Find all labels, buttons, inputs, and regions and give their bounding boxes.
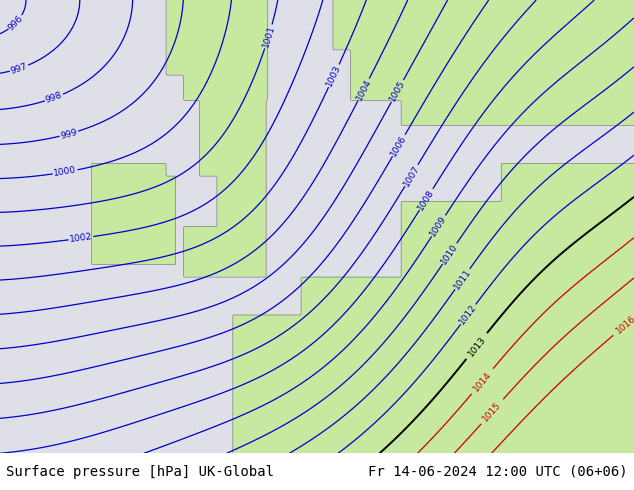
Text: 1004: 1004 [354,77,373,102]
Text: 1010: 1010 [439,242,460,266]
Text: Surface pressure [hPa] UK-Global: Surface pressure [hPa] UK-Global [6,465,275,479]
Text: 1013: 1013 [466,334,488,358]
Text: 1002: 1002 [69,232,93,244]
Text: 1006: 1006 [389,133,408,158]
Text: 1014: 1014 [472,369,493,393]
Text: 1001: 1001 [261,24,276,49]
Text: 1009: 1009 [429,214,449,238]
Text: 997: 997 [10,62,29,75]
Text: 1000: 1000 [53,166,77,178]
Text: 996: 996 [7,13,25,32]
Text: 1007: 1007 [401,163,421,188]
Text: 1015: 1015 [481,400,503,423]
Text: 1011: 1011 [452,267,473,291]
Text: 998: 998 [44,91,63,105]
Text: 1008: 1008 [416,187,436,212]
Text: 999: 999 [60,127,79,141]
Text: Fr 14-06-2024 12:00 UTC (06+06): Fr 14-06-2024 12:00 UTC (06+06) [368,465,628,479]
Text: 1005: 1005 [388,79,407,103]
Text: 1016: 1016 [614,314,634,335]
Text: 1012: 1012 [458,302,479,326]
Text: 1003: 1003 [325,63,343,88]
